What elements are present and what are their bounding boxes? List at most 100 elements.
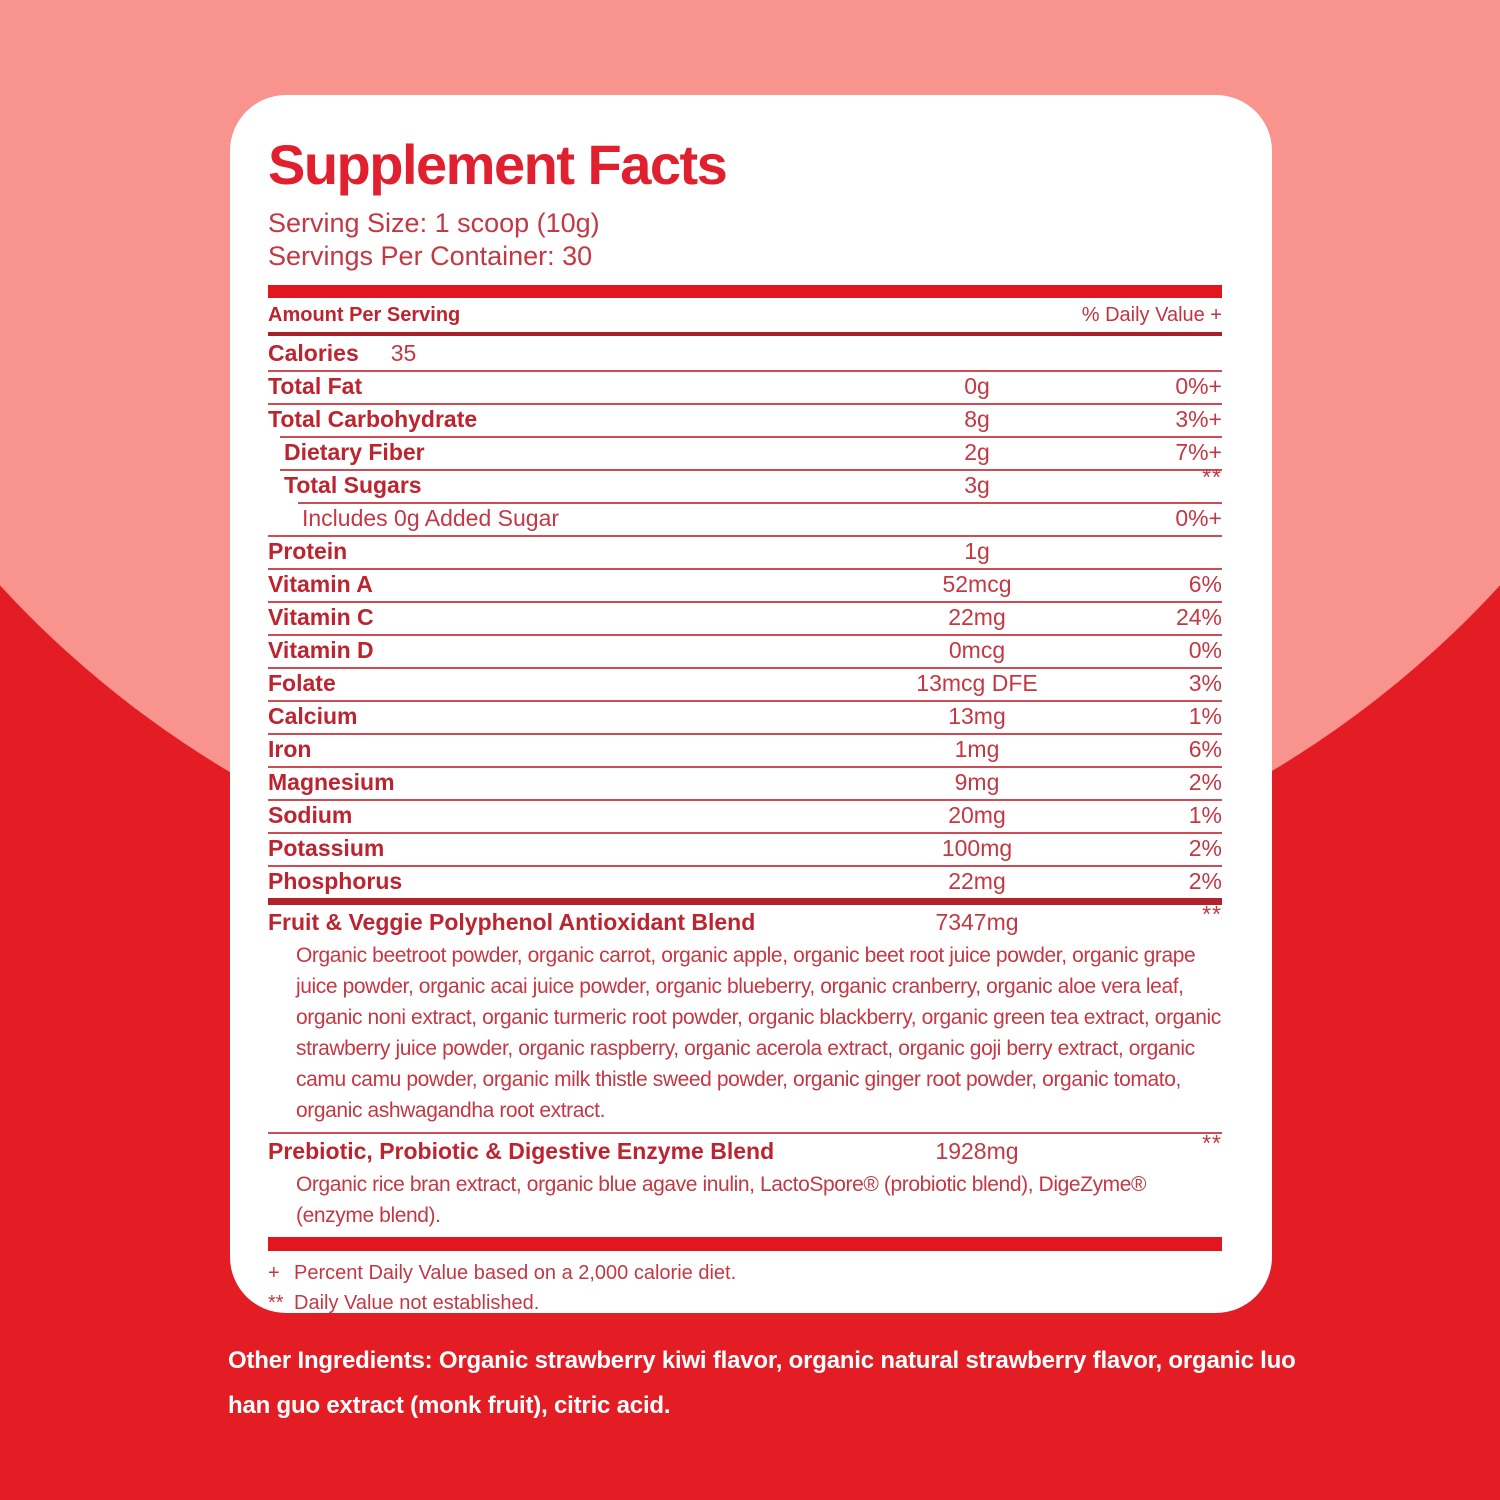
no-daily-value-marker: ** xyxy=(1202,901,1222,927)
blend-description: Organic beetroot powder, organic carrot,… xyxy=(296,944,1221,1122)
nutrient-row: Dietary Fiber 2g 7%+ xyxy=(268,436,1222,469)
nutrient-label: Total Sugars xyxy=(284,472,422,498)
nutrient-label: Dietary Fiber xyxy=(284,439,425,465)
nutrient-amount: 1g xyxy=(964,538,990,564)
footnotes: + Percent Daily Value based on a 2,000 ca… xyxy=(268,1261,1222,1316)
nutrient-amount: 13mg xyxy=(948,703,1006,729)
nutrient-daily-value: 0% xyxy=(1188,637,1222,663)
blend-amount: 7347mg xyxy=(935,909,1019,935)
nutrient-amount: 2g xyxy=(964,439,990,465)
nutrient-row: Total Fat 0g 0%+ xyxy=(268,370,1222,403)
nutrient-row: Sodium 20mg 1% xyxy=(268,799,1222,832)
nutrient-amount: 22mg xyxy=(948,868,1006,894)
nutrient-daily-value: 2% xyxy=(1188,835,1222,861)
nutrient-label: Vitamin A xyxy=(268,571,373,597)
nutrient-row: Vitamin C 22mg 24% xyxy=(268,601,1222,634)
minerals-divider-bar xyxy=(268,898,1222,905)
nutrient-row: Calcium 13mg 1% xyxy=(268,700,1222,733)
nutrient-label: Potassium xyxy=(268,835,385,861)
blend-name: Fruit & Veggie Polyphenol Antioxidant Bl… xyxy=(268,909,756,935)
nutrient-row: Protein 1g xyxy=(268,535,1222,568)
nutrient-amount: 9mg xyxy=(954,769,1000,795)
nutrient-daily-value: ** xyxy=(1092,464,1222,499)
footnote-text: Daily Value not established. xyxy=(294,1292,540,1314)
nutrient-daily-value: 6% xyxy=(1188,736,1222,762)
other-ingredients: Other Ingredients: Organic strawberry ki… xyxy=(228,1338,1306,1428)
blend-description: Organic rice bran extract, organic blue … xyxy=(296,1173,1147,1227)
nutrient-row: Includes 0g Added Sugar 0%+ xyxy=(268,502,1222,535)
blend-section: Fruit & Veggie Polyphenol Antioxidant Bl… xyxy=(268,901,1222,1132)
nutrient-amount: 8g xyxy=(964,406,990,432)
nutrient-amount: 3g xyxy=(964,472,990,498)
nutrient-label: Includes 0g Added Sugar xyxy=(302,505,560,531)
nutrient-amount: 0g xyxy=(964,373,990,399)
nutrient-daily-value: 2% xyxy=(1188,769,1222,795)
nutrient-daily-value: 7%+ xyxy=(1175,439,1222,465)
other-ingredients-label: Other Ingredients: xyxy=(228,1347,433,1374)
bottom-divider-bar xyxy=(268,1237,1222,1251)
nutrient-daily-value: 0%+ xyxy=(1175,505,1222,531)
nutrient-row: Potassium 100mg 2% xyxy=(268,832,1222,865)
nutrient-table: Total Fat 0g 0%+ Total Carbohydrate 8g 3%+ Die… xyxy=(268,370,1222,898)
nutrient-label: Vitamin D xyxy=(268,637,374,663)
nutrient-row: Total Carbohydrate 8g 3%+ xyxy=(268,403,1222,436)
calories-row: Calories 35 xyxy=(268,336,1222,370)
nutrient-label: Sodium xyxy=(268,802,353,828)
header-divider-line xyxy=(268,332,1222,336)
nutrient-row: Magnesium 9mg 2% xyxy=(268,766,1222,799)
nutrient-amount: 100mg xyxy=(941,835,1013,861)
blend-sections: Fruit & Veggie Polyphenol Antioxidant Bl… xyxy=(268,901,1222,1237)
nutrient-label: Folate xyxy=(268,670,336,696)
nutrient-amount: 22mg xyxy=(948,604,1006,630)
blend-name: Prebiotic, Probiotic & Digestive Enzyme … xyxy=(268,1138,775,1164)
nutrient-row: Folate 13mcg DFE 3% xyxy=(268,667,1222,700)
nutrient-row: Phosphorus 22mg 2% xyxy=(268,865,1222,898)
nutrient-amount: 13mcg DFE xyxy=(916,670,1038,696)
nutrient-daily-value: 3% xyxy=(1188,670,1222,696)
calories-label: Calories xyxy=(268,339,359,366)
nutrient-daily-value: 0%+ xyxy=(1175,373,1222,399)
nutrient-amount: 20mg xyxy=(948,802,1006,828)
other-ingredients-text: Organic strawberry kiwi flavor, organic … xyxy=(228,1347,1296,1419)
nutrient-label: Calcium xyxy=(268,703,358,729)
servings-per-container-line: Servings Per Container: 30 xyxy=(268,241,593,271)
nutrient-amount: 0mcg xyxy=(948,637,1006,663)
top-divider-bar xyxy=(268,285,1222,298)
blend-daily-value: ** xyxy=(1092,1130,1222,1165)
nutrient-amount: 1mg xyxy=(954,736,1000,762)
nutrient-row: Vitamin D 0mcg 0% xyxy=(268,634,1222,667)
nutrient-row: Iron 1mg 6% xyxy=(268,733,1222,766)
nutrient-daily-value: 6% xyxy=(1188,571,1222,597)
blend-section: Prebiotic, Probiotic & Digestive Enzyme … xyxy=(268,1130,1222,1237)
footnote-text: Percent Daily Value based on a 2,000 cal… xyxy=(294,1262,737,1284)
footnote-marker: + xyxy=(268,1262,280,1284)
nutrient-daily-value: 24% xyxy=(1175,604,1222,630)
table-header-row: Amount Per Serving % Daily Value + xyxy=(268,298,1222,332)
nutrient-amount: 52mcg xyxy=(942,571,1012,597)
nutrient-label: Protein xyxy=(268,538,348,564)
blend-header-row: Fruit & Veggie Polyphenol Antioxidant Bl… xyxy=(268,901,1222,940)
no-daily-value-marker: ** xyxy=(1202,1130,1222,1156)
footnote: + Percent Daily Value based on a 2,000 ca… xyxy=(268,1261,1222,1286)
supplement-facts-panel: Supplement Facts Serving Size: 1 scoop (… xyxy=(230,95,1272,1316)
footnote: ** Daily Value not established. xyxy=(268,1291,1222,1316)
nutrient-label: Iron xyxy=(268,736,312,762)
blend-amount: 1928mg xyxy=(935,1138,1019,1164)
nutrient-label: Total Carbohydrate xyxy=(268,406,478,432)
blend-daily-value: ** xyxy=(1092,901,1222,936)
nutrient-daily-value: 3%+ xyxy=(1175,406,1222,432)
nutrient-label: Phosphorus xyxy=(268,868,403,894)
nutrient-daily-value: 1% xyxy=(1188,703,1222,729)
nutrient-daily-value: 2% xyxy=(1188,868,1222,894)
amount-per-serving-header: Amount Per Serving xyxy=(268,303,461,326)
nutrient-row: Total Sugars 3g ** xyxy=(268,464,1222,502)
panel-title: Supplement Facts xyxy=(268,133,728,196)
daily-value-header: % Daily Value + xyxy=(1081,303,1222,326)
nutrient-label: Vitamin C xyxy=(268,604,374,630)
nutrient-daily-value: 1% xyxy=(1188,802,1222,828)
no-daily-value-marker: ** xyxy=(1202,464,1222,490)
blend-header-row: Prebiotic, Probiotic & Digestive Enzyme … xyxy=(268,1130,1222,1169)
nutrient-row: Vitamin A 52mcg 6% xyxy=(268,568,1222,601)
calories-value: 35 xyxy=(390,339,417,366)
